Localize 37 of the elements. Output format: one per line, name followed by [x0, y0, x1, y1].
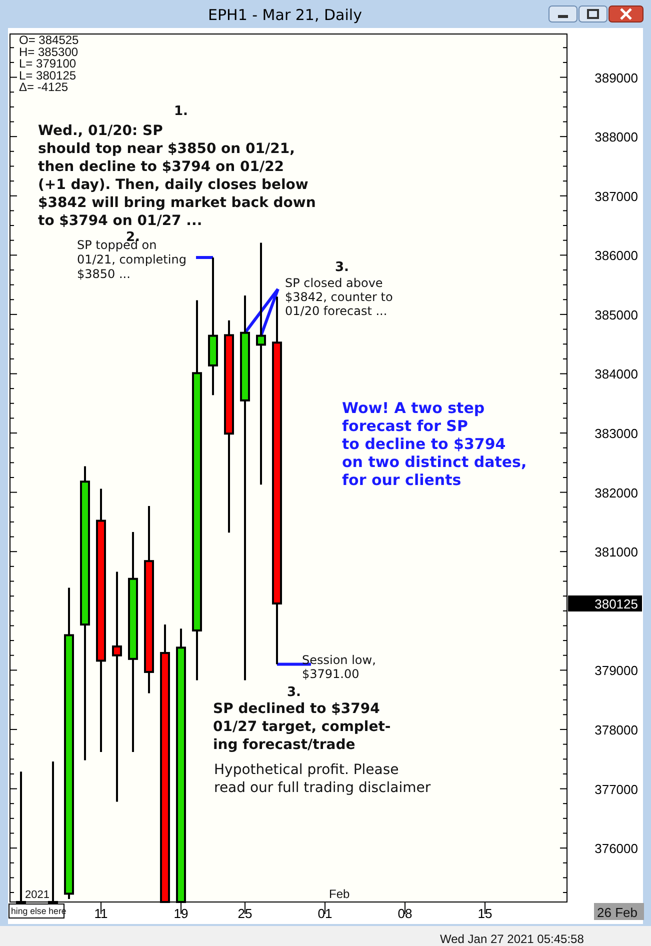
y-tick-label: 385000	[594, 307, 638, 322]
annotation: 1.	[174, 104, 188, 119]
annotation: SP closed above $3842, counter to 01/20 forecast ...	[285, 276, 393, 318]
text: 26 Feb	[597, 905, 638, 920]
annotation: Hypothetical profit. Please read our full trading disclaimer	[214, 762, 431, 796]
x-tick-label: 01	[318, 906, 332, 921]
annotation: Wow! A two step forecast for SP to decline to $3794 on two distinct dates, for our clients	[342, 399, 527, 489]
annotation: 2021	[25, 889, 50, 901]
y-tick-label: 383000	[594, 426, 638, 442]
x-tick-label: 11	[94, 906, 108, 921]
text: Wed Jan 27 2021 05:45:58	[440, 932, 584, 946]
y-tick-label: 386000	[594, 248, 638, 264]
annotation: Wed., 01/20: SP should top near $3850 on 01/21, then decline to $3794 on 01/22 (+1 day). Then, daily closes below $3842 will bring market back down to $3794 on 01/27 ...	[38, 123, 316, 229]
chart-title: EPH1 - Mar 21, Daily	[208, 6, 362, 24]
annotation: Feb	[329, 887, 350, 901]
y-tick-label: 378000	[594, 722, 638, 738]
annotation: 3.	[287, 685, 301, 700]
annotation: SP declined to $3794 01/27 target, complet- ing forecast/trade	[213, 701, 391, 753]
y-tick-label: 387000	[594, 188, 638, 204]
y-tick-label: 377000	[594, 782, 638, 797]
text: 380125	[594, 596, 638, 612]
x-tick-label: 15	[478, 906, 492, 921]
y-tick-label: 376000	[594, 841, 638, 856]
y-tick-label: 389000	[594, 70, 638, 86]
y-tick-label: 388000	[594, 130, 638, 145]
y-tick-label: 382000	[594, 485, 638, 500]
annotation: O= 384525 H= 385300 L= 379100 L= 380125 Δ= -4125	[19, 33, 80, 94]
annotation: 3.	[335, 260, 349, 275]
x-tick-label: 08	[398, 906, 412, 921]
annotation: Session low, $3791.00	[302, 653, 376, 681]
x-tick-label: 19	[174, 906, 188, 921]
candlestick	[256, 242, 266, 486]
y-tick-label: 381000	[594, 544, 638, 560]
y-tick-label: 379000	[594, 663, 638, 678]
x-tick-label: 25	[238, 906, 252, 921]
candlestick	[112, 570, 122, 803]
y-tick-label: 384000	[594, 366, 638, 382]
